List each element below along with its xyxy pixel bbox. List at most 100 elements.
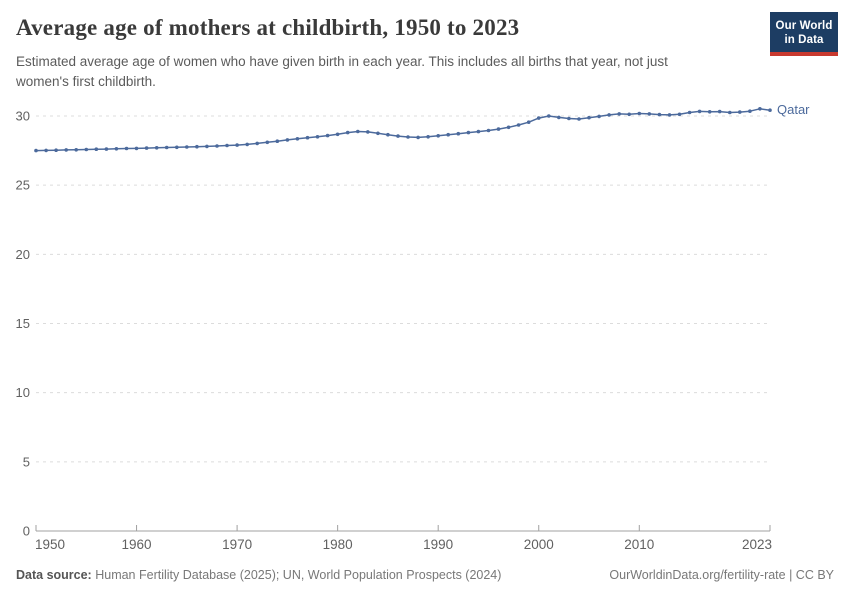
data-point-2019 bbox=[728, 110, 732, 115]
data-point-2000 bbox=[536, 116, 541, 120]
license-link[interactable]: OurWorldinData.org/fertility-rate | CC B… bbox=[609, 568, 834, 582]
series-label-qatar: Qatar bbox=[777, 102, 810, 118]
data-source-text: Human Fertility Database (2025); UN, Wor… bbox=[95, 568, 502, 582]
data-point-1971 bbox=[245, 142, 249, 147]
data-point-1990 bbox=[436, 134, 441, 138]
y-tick-label-0: 0 bbox=[23, 524, 30, 539]
data-source: Data source: Human Fertility Database (2… bbox=[16, 568, 501, 582]
data-point-1969 bbox=[225, 143, 229, 148]
data-point-1996 bbox=[496, 127, 501, 131]
data-point-1992 bbox=[456, 131, 461, 136]
data-point-2004 bbox=[577, 117, 581, 121]
data-point-1995 bbox=[486, 128, 491, 133]
data-point-2009 bbox=[627, 112, 631, 117]
y-tick-label-30: 30 bbox=[16, 109, 30, 124]
x-tick-label-1950: 1950 bbox=[35, 537, 65, 552]
logo-line-2: in Data bbox=[784, 34, 824, 46]
data-point-1959 bbox=[124, 146, 129, 151]
y-tick-label-15: 15 bbox=[16, 316, 30, 331]
data-point-1961 bbox=[144, 146, 149, 150]
x-tick-label-1990: 1990 bbox=[423, 537, 453, 552]
data-point-2008 bbox=[617, 112, 621, 116]
data-point-2017 bbox=[707, 110, 712, 114]
data-point-1960 bbox=[134, 146, 139, 151]
data-point-1987 bbox=[406, 135, 410, 139]
data-point-1958 bbox=[114, 147, 119, 151]
data-point-1957 bbox=[104, 147, 109, 151]
data-point-1980 bbox=[335, 132, 340, 137]
data-point-1965 bbox=[185, 145, 189, 149]
data-point-2007 bbox=[607, 113, 611, 117]
data-point-1963 bbox=[164, 145, 169, 150]
data-point-2012 bbox=[657, 112, 662, 117]
data-point-1950 bbox=[34, 148, 38, 153]
data-point-1989 bbox=[426, 135, 430, 139]
data-point-2005 bbox=[587, 115, 591, 120]
data-point-1970 bbox=[235, 143, 239, 147]
data-point-2020 bbox=[738, 110, 742, 114]
data-point-1964 bbox=[175, 145, 179, 150]
data-point-1982 bbox=[356, 129, 360, 134]
data-point-1966 bbox=[195, 144, 199, 149]
data-point-2006 bbox=[597, 114, 601, 119]
logo-line-1: Our World bbox=[775, 20, 833, 32]
owid-logo: Our World in Data bbox=[770, 12, 838, 56]
data-source-label: Data source: bbox=[16, 568, 92, 582]
data-point-1974 bbox=[275, 139, 280, 143]
y-tick-label-20: 20 bbox=[16, 247, 30, 262]
data-point-1984 bbox=[376, 131, 380, 136]
data-point-1991 bbox=[446, 132, 451, 137]
data-point-1999 bbox=[526, 120, 531, 124]
x-tick-label-1980: 1980 bbox=[323, 537, 353, 552]
data-point-1956 bbox=[94, 147, 99, 151]
data-point-1953 bbox=[64, 148, 68, 152]
data-point-1977 bbox=[305, 135, 310, 140]
data-point-2015 bbox=[687, 110, 692, 115]
data-point-1972 bbox=[255, 141, 259, 146]
data-point-1962 bbox=[154, 146, 159, 150]
x-tick-label-2000: 2000 bbox=[524, 537, 554, 552]
y-tick-label-5: 5 bbox=[23, 454, 30, 469]
data-point-1967 bbox=[205, 144, 209, 149]
data-point-1951 bbox=[44, 148, 48, 153]
data-point-1997 bbox=[506, 125, 511, 130]
data-point-1986 bbox=[396, 134, 400, 138]
chart-subtitle: Estimated average age of women who have … bbox=[16, 54, 668, 89]
data-point-2022 bbox=[758, 107, 762, 111]
data-point-1998 bbox=[516, 123, 521, 127]
data-point-2010 bbox=[637, 111, 642, 116]
data-point-1979 bbox=[325, 133, 330, 138]
x-tick-label-2023: 2023 bbox=[742, 537, 772, 552]
data-point-1973 bbox=[265, 140, 270, 145]
data-point-2011 bbox=[647, 112, 652, 116]
data-point-2023 bbox=[768, 108, 772, 112]
data-point-2002 bbox=[557, 115, 561, 120]
data-point-1981 bbox=[345, 130, 350, 135]
data-point-1985 bbox=[386, 132, 390, 137]
data-point-1954 bbox=[74, 148, 78, 152]
x-tick-label-1970: 1970 bbox=[222, 537, 252, 552]
y-tick-label-10: 10 bbox=[16, 385, 30, 400]
data-point-1994 bbox=[476, 129, 481, 134]
x-tick-label-1960: 1960 bbox=[122, 537, 152, 552]
data-point-1952 bbox=[54, 148, 58, 152]
data-point-2018 bbox=[717, 109, 722, 114]
data-point-1975 bbox=[285, 138, 290, 142]
data-point-2003 bbox=[567, 116, 571, 121]
page-title: Average age of mothers at childbirth, 19… bbox=[16, 15, 520, 40]
data-point-1983 bbox=[366, 130, 370, 134]
data-point-2014 bbox=[677, 112, 682, 117]
data-point-1993 bbox=[466, 130, 471, 135]
data-point-2016 bbox=[697, 109, 702, 114]
data-point-2021 bbox=[748, 109, 752, 113]
data-point-1968 bbox=[215, 144, 219, 148]
x-tick-label-2010: 2010 bbox=[624, 537, 654, 552]
data-point-2013 bbox=[667, 113, 672, 117]
data-point-1988 bbox=[416, 135, 420, 140]
data-point-1978 bbox=[315, 135, 320, 139]
y-tick-label-25: 25 bbox=[16, 178, 30, 193]
data-point-1976 bbox=[295, 137, 300, 141]
data-point-2001 bbox=[547, 114, 551, 118]
